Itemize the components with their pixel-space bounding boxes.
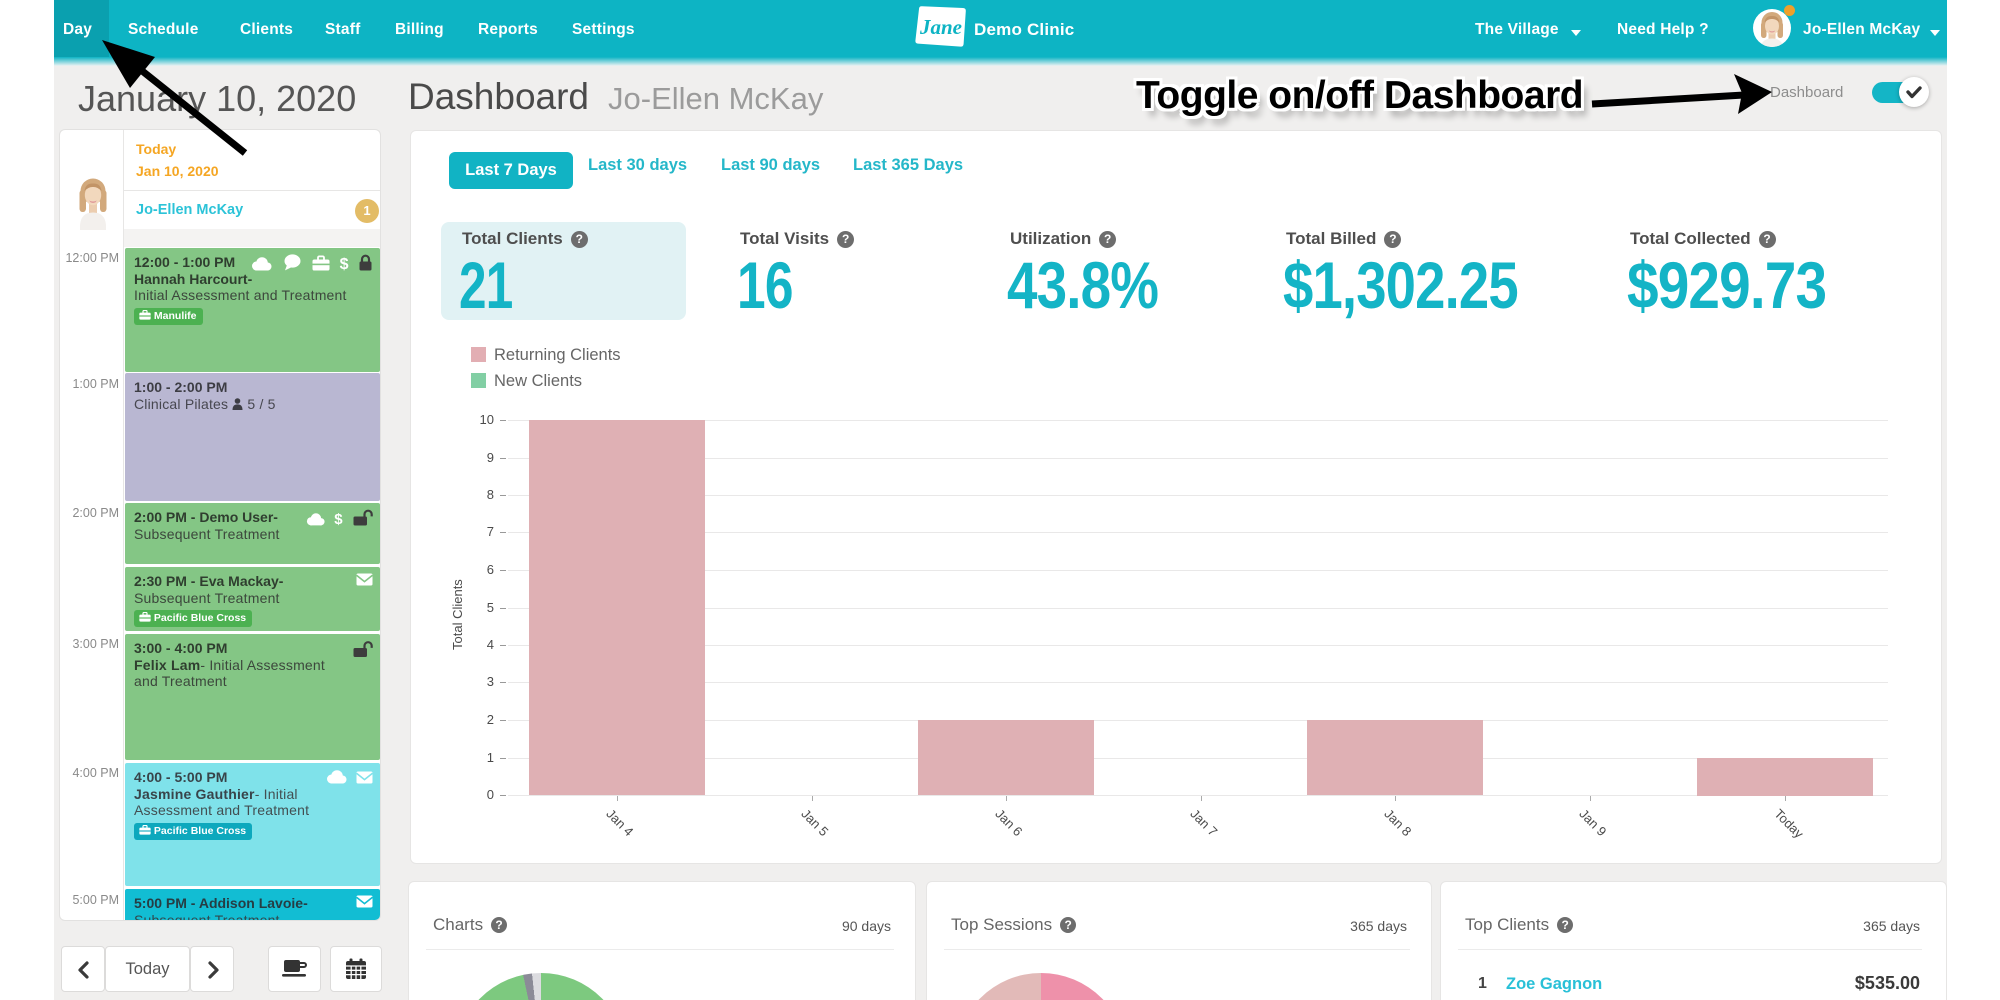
svg-text:Jane: Jane xyxy=(919,15,962,39)
